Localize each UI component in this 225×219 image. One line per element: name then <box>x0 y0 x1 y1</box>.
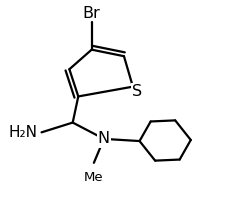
Text: H₂N: H₂N <box>8 125 37 140</box>
Text: Br: Br <box>82 6 100 21</box>
Text: S: S <box>132 84 142 99</box>
Text: N: N <box>97 131 110 146</box>
Text: Me: Me <box>84 171 103 184</box>
